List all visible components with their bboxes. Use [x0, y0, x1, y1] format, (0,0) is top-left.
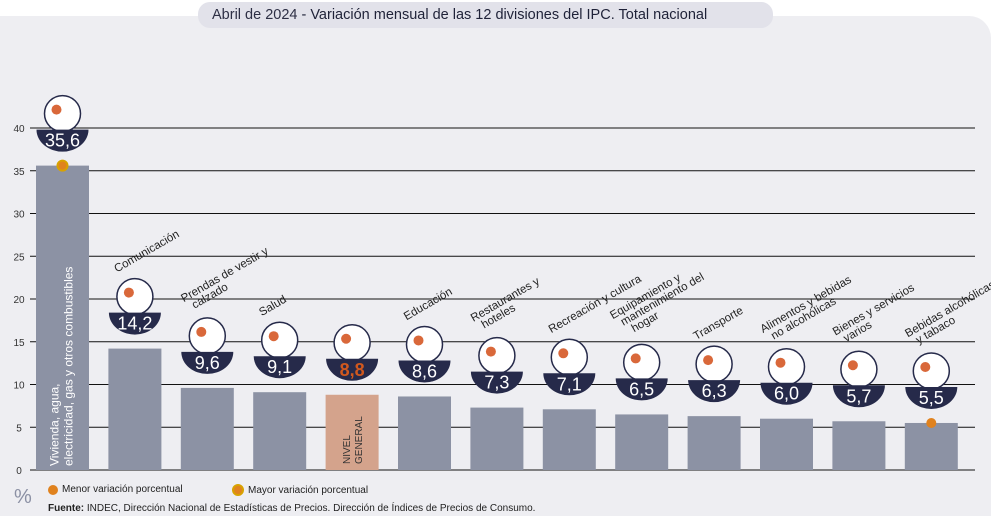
bar	[470, 407, 524, 470]
value-label: 6,5	[629, 379, 654, 399]
min-marker	[926, 417, 937, 428]
value-badge	[398, 360, 451, 383]
y-tick-label: 40	[13, 124, 25, 135]
category-icon	[695, 345, 733, 383]
value-badge	[181, 351, 234, 374]
source-label: Fuente:	[48, 503, 85, 514]
legend-min: Menor variación porcentual	[48, 484, 183, 495]
category-icon-accent	[123, 287, 134, 298]
category-label: Transporte	[692, 305, 746, 343]
category-icon-accent	[703, 355, 714, 366]
bar	[760, 418, 813, 470]
category-label: Vivienda, agua,electricidad, gas y otros…	[48, 267, 76, 466]
legend-max: Mayor variación porcentual	[232, 484, 368, 496]
category-label: Comunicación	[112, 228, 181, 275]
category-icon	[260, 321, 299, 359]
value-label: 5,7	[846, 386, 871, 406]
y-tick-label: 15	[13, 338, 25, 349]
y-tick-label: 5	[16, 423, 22, 434]
y-tick-label: 20	[13, 295, 25, 306]
value-badge	[543, 373, 596, 396]
value-label: 7,3	[484, 373, 509, 393]
value-label: 7,1	[557, 374, 582, 394]
bar	[108, 348, 162, 470]
category-icon-accent	[558, 348, 569, 359]
category-label: Restaurantes yhoteles	[469, 275, 548, 334]
category-icon-accent	[847, 360, 858, 371]
bar	[36, 165, 89, 470]
category-icon	[405, 325, 444, 364]
value-badge	[326, 358, 379, 381]
category-icon-accent	[775, 357, 786, 368]
value-badge	[688, 380, 741, 403]
bar	[542, 409, 596, 470]
source-text: INDEC, Dirección Nacional de Estadística…	[84, 503, 536, 514]
category-icon-accent	[196, 326, 207, 337]
bar	[904, 422, 958, 470]
category-label: Salud	[257, 294, 288, 319]
value-label: 9,1	[267, 357, 292, 377]
category-icon-accent	[341, 333, 352, 344]
bar	[398, 396, 451, 470]
value-badge	[832, 385, 885, 408]
bar	[253, 392, 307, 470]
max-marker-icon	[232, 484, 244, 496]
bar	[180, 387, 234, 470]
category-icon	[333, 324, 371, 362]
title-date: Abril de 2024	[212, 7, 298, 23]
bar	[832, 421, 886, 470]
value-label: 14,2	[117, 314, 152, 334]
value-label: 9,6	[195, 353, 220, 373]
category-label: Prendas de vestir ycalzado	[179, 245, 276, 314]
value-label: 5,5	[919, 388, 944, 408]
bar	[687, 416, 741, 470]
source-note: Fuente: INDEC, Dirección Nacional de Est…	[48, 503, 535, 514]
category-label: NIVELGENERAL	[342, 416, 365, 464]
category-icon	[116, 277, 154, 316]
category-icon	[767, 347, 806, 386]
category-label: Educación	[402, 286, 455, 323]
category-icon-accent	[268, 331, 279, 342]
category-icon-accent	[51, 104, 62, 115]
value-badge	[108, 312, 161, 335]
category-icon	[622, 343, 661, 382]
category-icon	[43, 94, 82, 133]
value-badge	[905, 386, 958, 409]
min-marker-icon	[48, 484, 58, 495]
chart-title: Abril de 2024 - Variación mensual de las…	[198, 2, 773, 28]
value-badge	[615, 378, 668, 401]
value-label: 8,8	[340, 360, 365, 380]
category-label: Bebidas alcohólicasy tabaco	[903, 279, 991, 350]
legend-max-label: Mayor variación porcentual	[248, 484, 369, 496]
bar	[615, 414, 669, 470]
y-tick-label: 25	[13, 252, 25, 263]
category-icon	[912, 352, 951, 390]
category-icon	[550, 338, 589, 377]
y-tick-label: 0	[16, 466, 22, 477]
value-badge	[36, 129, 89, 152]
category-icon-accent	[630, 353, 641, 364]
y-axis-unit: %	[14, 486, 32, 508]
value-badge	[760, 382, 813, 405]
y-tick-label: 35	[13, 167, 25, 178]
legend-min-label: Menor variación porcentual	[62, 484, 183, 495]
value-badge	[470, 371, 523, 394]
category-icon	[478, 336, 516, 375]
value-label: 8,6	[412, 361, 437, 381]
title-text: - Variación mensual de las 12 divisiones…	[297, 7, 708, 23]
category-icon-accent	[485, 346, 496, 357]
category-icon	[188, 317, 227, 355]
max-marker	[56, 159, 69, 172]
category-icon-accent	[920, 361, 931, 372]
value-label: 35,6	[45, 131, 80, 151]
bar	[325, 394, 379, 470]
category-icon	[840, 350, 878, 389]
value-label: 6,3	[702, 381, 727, 401]
value-badge	[253, 356, 306, 379]
y-tick-label: 10	[13, 381, 25, 392]
value-label: 6,0	[774, 384, 799, 404]
y-tick-label: 30	[13, 210, 25, 221]
category-icon-accent	[413, 335, 424, 346]
